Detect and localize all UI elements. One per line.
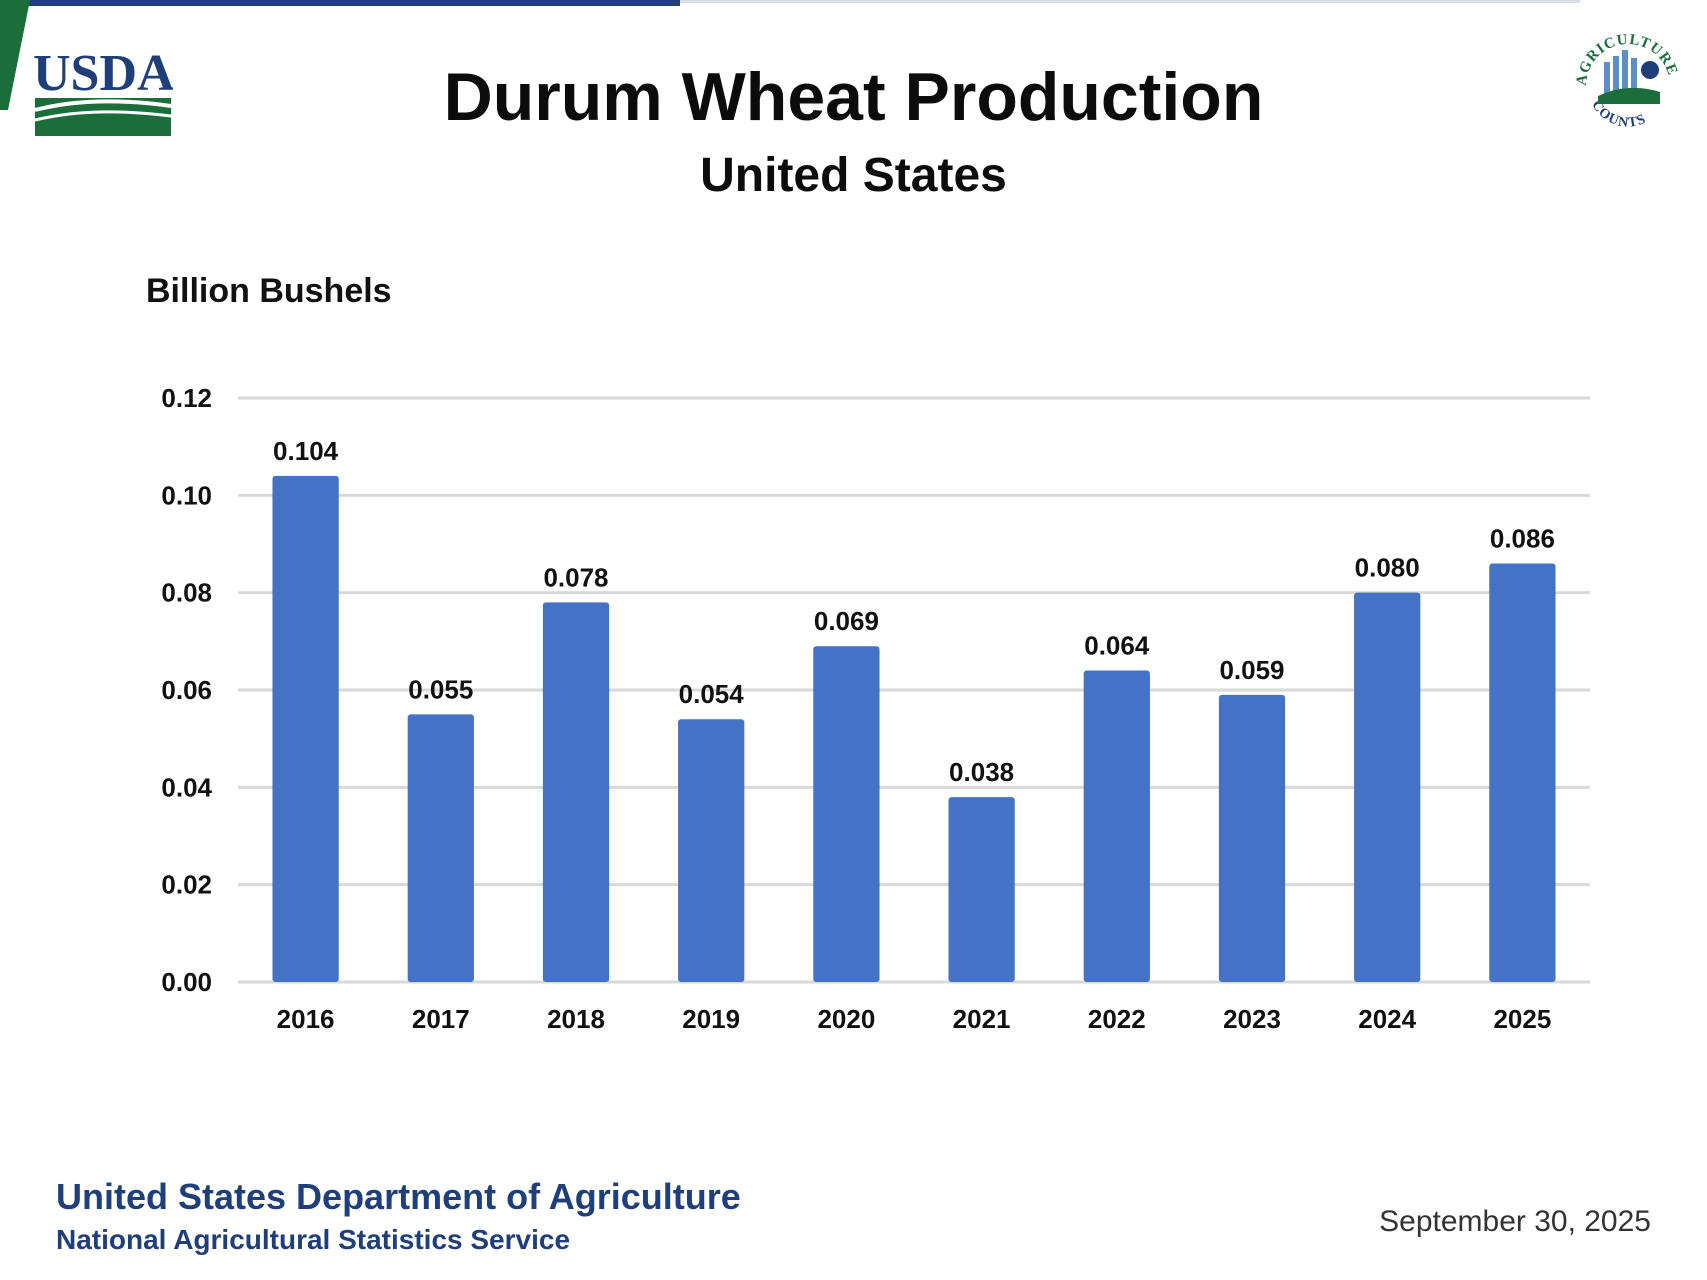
agriculture-counts-seal: AGRICULTURE COUNTS [1574, 32, 1680, 131]
footer-agency-name: United States Department of Agriculture [56, 1176, 741, 1217]
bar-2017 [407, 714, 474, 982]
bar-2025 [1489, 563, 1556, 982]
bar-2020 [813, 646, 880, 982]
y-tick-label: 0.06 [161, 675, 212, 705]
x-tick-label-2025: 2025 [1493, 1004, 1551, 1034]
y-tick-label: 0.08 [161, 578, 212, 608]
bar-2018 [542, 602, 610, 982]
top-brand-band [0, 0, 680, 6]
y-tick-label: 0.00 [161, 967, 212, 997]
y-axis-unit-label: Billion Bushels [146, 272, 392, 310]
bar-2019 [678, 719, 745, 982]
data-label-2019: 0.054 [679, 679, 745, 709]
y-tick-label: 0.12 [161, 383, 212, 413]
footer-release-date: September 30, 2025 [1379, 1205, 1651, 1238]
data-label-2021: 0.038 [949, 757, 1014, 787]
footer-service-name: National Agricultural Statistics Service [56, 1224, 571, 1255]
usda-logo: USDA [33, 45, 173, 136]
x-tick-label-2021: 2021 [953, 1004, 1011, 1034]
x-tick-label-2017: 2017 [412, 1004, 470, 1034]
value-labels: 0.104 0.055 0.078 0.054 0.069 0.038 0.064 0.059… [273, 436, 1555, 787]
bar-2016 [272, 475, 339, 982]
chart-subtitle: United States [700, 149, 1007, 202]
data-label-2018: 0.078 [543, 562, 608, 592]
x-tick-label-2018: 2018 [547, 1004, 605, 1034]
y-tick-label: 0.04 [161, 772, 212, 802]
y-tick-label: 0.02 [161, 870, 212, 900]
data-label-2024: 0.080 [1355, 553, 1420, 583]
x-tick-label-2024: 2024 [1358, 1004, 1416, 1034]
x-tick-label-2023: 2023 [1223, 1004, 1281, 1034]
data-label-2016: 0.104 [273, 436, 339, 466]
data-label-2023: 0.059 [1219, 655, 1284, 685]
bar-2021 [948, 797, 1015, 982]
bar-2022 [1083, 670, 1150, 982]
data-label-2017: 0.055 [408, 674, 473, 704]
x-tick-label-2019: 2019 [682, 1004, 740, 1034]
x-tick-label-2022: 2022 [1088, 1004, 1146, 1034]
y-axis-ticks: 0.00 0.02 0.04 0.06 0.08 0.10 0.12 [161, 383, 212, 997]
green-swoosh-decoration [0, 0, 30, 110]
chart-title: Durum Wheat Production [443, 59, 1264, 135]
data-label-2022: 0.064 [1084, 631, 1150, 661]
top-brand-band-light [680, 0, 1580, 3]
usda-logo-text: USDA [33, 45, 173, 102]
y-tick-label: 0.10 [161, 480, 212, 510]
x-tick-label-2016: 2016 [277, 1004, 335, 1034]
x-tick-label-2020: 2020 [817, 1004, 875, 1034]
data-label-2025: 0.086 [1490, 523, 1555, 553]
bar-2023 [1218, 694, 1286, 982]
bars [272, 475, 1556, 982]
bar-2024 [1354, 592, 1421, 982]
x-axis-ticks: 2016 2017 2018 2019 2020 2021 2022 2023 2024 2025 [277, 1004, 1552, 1034]
data-label-2020: 0.069 [814, 606, 879, 636]
